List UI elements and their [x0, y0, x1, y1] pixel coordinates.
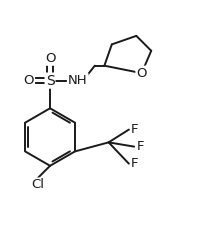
Text: S: S — [46, 74, 55, 88]
Text: NH: NH — [68, 74, 88, 87]
Text: F: F — [131, 157, 139, 170]
Text: F: F — [131, 123, 139, 136]
Text: O: O — [136, 67, 147, 80]
Text: O: O — [45, 52, 55, 65]
Text: Cl: Cl — [31, 179, 44, 192]
Text: O: O — [23, 74, 34, 87]
Text: F: F — [136, 140, 144, 153]
